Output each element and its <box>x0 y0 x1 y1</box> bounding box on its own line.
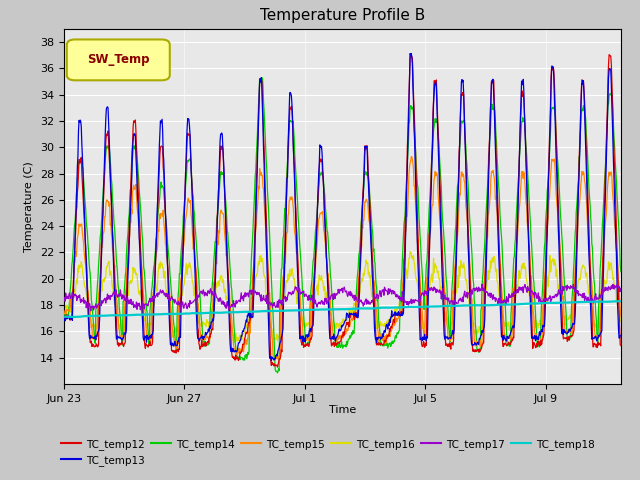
TC_temp12 <box>617 343 625 348</box>
TC_temp12 <box>286 106 294 111</box>
TC_temp18 <box>306 307 314 313</box>
TC_temp14 <box>495 192 503 197</box>
TC_temp13 <box>617 333 625 338</box>
TC_temp15 <box>444 325 451 331</box>
TC_temp14 <box>259 75 266 81</box>
TC_temp17 <box>60 295 68 301</box>
TC_temp15 <box>408 154 415 159</box>
TC_temp16 <box>495 294 503 300</box>
Y-axis label: Temperature (C): Temperature (C) <box>24 161 35 252</box>
Line: TC_temp18: TC_temp18 <box>64 301 621 317</box>
X-axis label: Time: Time <box>329 405 356 415</box>
TC_temp13 <box>495 267 503 273</box>
TC_temp13 <box>60 316 68 322</box>
TC_temp12 <box>117 342 125 348</box>
TC_temp17 <box>286 290 294 296</box>
TC_temp14 <box>287 118 294 124</box>
TC_temp15 <box>271 357 279 363</box>
TC_temp16 <box>444 321 451 327</box>
TC_temp17 <box>478 281 486 287</box>
TC_temp14 <box>506 343 513 349</box>
TC_temp16 <box>117 323 125 329</box>
TC_temp17 <box>87 308 95 314</box>
TC_temp12 <box>306 339 314 345</box>
TC_temp14 <box>274 370 282 376</box>
Line: TC_temp16: TC_temp16 <box>64 252 621 342</box>
TC_temp12 <box>605 52 613 58</box>
TC_temp15 <box>286 197 294 203</box>
TC_temp18 <box>495 302 502 308</box>
TC_temp14 <box>60 311 68 317</box>
TC_temp18 <box>443 303 451 309</box>
TC_temp12 <box>495 229 502 235</box>
TC_temp13 <box>506 333 513 338</box>
TC_temp14 <box>117 322 125 327</box>
Line: TC_temp12: TC_temp12 <box>64 55 621 367</box>
TC_temp15 <box>617 313 625 319</box>
TC_temp18 <box>617 299 625 304</box>
Line: TC_temp13: TC_temp13 <box>64 54 621 361</box>
TC_temp13 <box>286 90 294 96</box>
TC_temp18 <box>70 314 77 320</box>
Line: TC_temp14: TC_temp14 <box>64 78 621 373</box>
TC_temp18 <box>505 302 513 308</box>
TC_temp17 <box>617 288 625 294</box>
TC_temp16 <box>406 249 414 255</box>
TC_temp17 <box>506 295 513 300</box>
TC_temp17 <box>118 294 125 300</box>
TC_temp13 <box>444 334 451 340</box>
TC_temp17 <box>495 296 503 301</box>
TC_temp14 <box>444 299 451 304</box>
TC_temp13 <box>306 327 314 333</box>
TC_temp13 <box>117 336 125 342</box>
TC_temp18 <box>60 314 68 320</box>
TC_temp16 <box>286 266 294 272</box>
TC_temp16 <box>231 339 239 345</box>
Title: Temperature Profile B: Temperature Profile B <box>260 9 425 24</box>
TC_temp12 <box>274 364 282 370</box>
TC_temp12 <box>505 339 513 345</box>
Legend: TC_temp12, TC_temp13, TC_temp14, TC_temp15, TC_temp16, TC_temp17, TC_temp18: TC_temp12, TC_temp13, TC_temp14, TC_temp… <box>56 434 598 470</box>
TC_temp15 <box>495 252 503 258</box>
TC_temp17 <box>306 297 314 302</box>
TC_temp12 <box>60 316 68 322</box>
TC_temp16 <box>506 327 513 333</box>
TC_temp14 <box>307 298 314 303</box>
TC_temp15 <box>60 311 68 317</box>
TC_temp18 <box>616 298 624 304</box>
FancyBboxPatch shape <box>67 39 170 80</box>
TC_temp16 <box>617 319 625 324</box>
TC_temp13 <box>268 358 275 364</box>
TC_temp18 <box>118 312 125 318</box>
TC_temp16 <box>60 304 68 310</box>
TC_temp18 <box>286 308 294 313</box>
Text: SW_Temp: SW_Temp <box>87 53 150 66</box>
TC_temp16 <box>306 323 314 328</box>
TC_temp15 <box>506 333 513 339</box>
TC_temp15 <box>117 335 125 341</box>
TC_temp17 <box>443 295 451 300</box>
TC_temp13 <box>408 51 415 57</box>
TC_temp14 <box>617 269 625 275</box>
Line: TC_temp17: TC_temp17 <box>64 284 621 311</box>
Line: TC_temp15: TC_temp15 <box>64 156 621 360</box>
TC_temp12 <box>443 341 451 347</box>
TC_temp15 <box>306 340 314 346</box>
